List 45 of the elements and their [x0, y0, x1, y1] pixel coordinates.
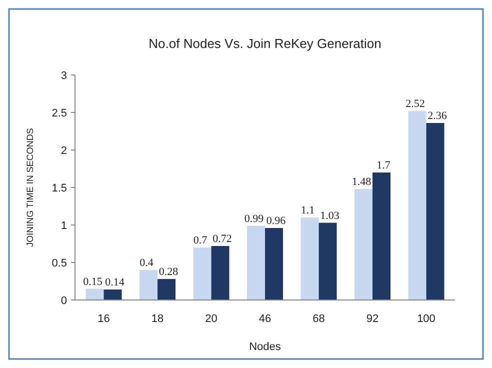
- bar: [246, 226, 265, 300]
- data-label: 0.14: [105, 276, 125, 288]
- bar: [86, 288, 104, 300]
- bar: [372, 172, 390, 300]
- bar: [158, 279, 176, 300]
- chart-title: No.of Nodes Vs. Join ReKey Generation: [148, 36, 382, 51]
- y-tick-label: 3: [60, 70, 67, 82]
- data-label: 0.96: [266, 215, 286, 227]
- x-tick-label: 20: [205, 313, 218, 325]
- data-label: 0.72: [212, 233, 232, 245]
- bar: [300, 218, 319, 300]
- y-axis-title: JOINING TIME IN SECONDS: [25, 128, 35, 247]
- y-tick-label: 0.5: [52, 258, 67, 270]
- y-tick-label: 2.5: [52, 108, 67, 120]
- bar: [318, 222, 337, 300]
- data-label: 2.52: [406, 98, 425, 110]
- data-label: 1.1: [300, 204, 315, 216]
- x-tick-label: 46: [258, 313, 272, 325]
- data-label: 0.99: [244, 212, 264, 225]
- data-label: 2.36: [428, 110, 448, 122]
- bar: [426, 123, 444, 300]
- y-tick-label: 0: [60, 295, 67, 307]
- x-tick-label: 16: [98, 313, 110, 325]
- x-axis-title: Nodes: [249, 341, 282, 353]
- data-label: 1.7: [376, 160, 391, 172]
- bar: [140, 270, 158, 300]
- y-tick-label: 2: [60, 145, 67, 157]
- bar: [265, 228, 284, 300]
- x-tick-label: 68: [312, 313, 325, 325]
- data-label: 0.7: [193, 234, 208, 246]
- data-label: 1.03: [320, 210, 340, 222]
- x-tick-label: 92: [366, 313, 379, 325]
- bar: [193, 248, 212, 300]
- y-tick-label: 1: [60, 220, 67, 232]
- data-label: 0.15: [83, 276, 103, 288]
- x-tick-label: 18: [151, 313, 164, 325]
- data-label: 0.28: [158, 266, 179, 278]
- x-tick-label: 100: [417, 313, 436, 325]
- y-tick-label: 1.5: [52, 182, 67, 194]
- data-label: 0.4: [140, 257, 154, 269]
- bar: [354, 189, 372, 300]
- bar: [408, 111, 426, 300]
- data-label: 1.48: [352, 176, 372, 188]
- bar: [211, 246, 230, 300]
- bar: [104, 290, 122, 300]
